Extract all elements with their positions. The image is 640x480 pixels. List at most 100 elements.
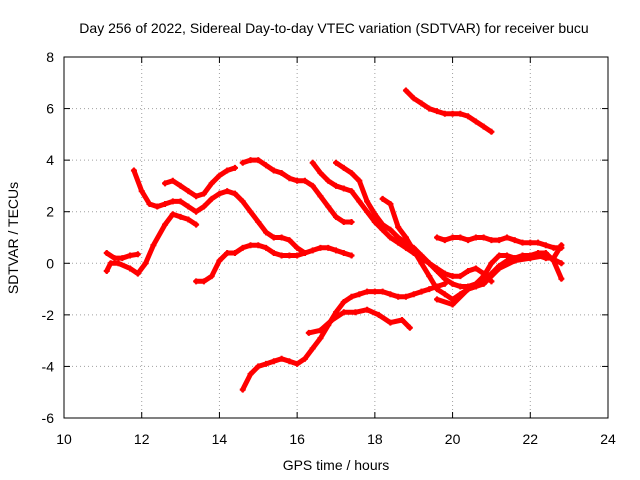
data-point: [465, 268, 472, 275]
data-point: [511, 237, 518, 244]
data-point: [333, 159, 339, 166]
series-arc-2: [103, 211, 200, 277]
series-arc-14: [434, 252, 565, 308]
data-point: [558, 260, 565, 267]
data-point: [441, 110, 448, 117]
data-point: [410, 291, 417, 298]
series-arc-4: [162, 164, 238, 200]
data-point: [527, 239, 534, 246]
data-point: [294, 252, 301, 259]
series-line: [131, 168, 308, 256]
data-point: [387, 319, 394, 326]
data-point: [511, 257, 518, 264]
data-point: [542, 242, 549, 249]
data-point: [496, 265, 503, 272]
x-tick-label: 12: [134, 431, 150, 447]
series-arc-1: [103, 249, 141, 262]
data-point: [278, 355, 285, 362]
grid: [64, 57, 608, 418]
data-point: [395, 234, 402, 241]
data-point: [348, 170, 355, 177]
data-point: [387, 234, 394, 241]
data-point: [119, 255, 126, 262]
series-line: [306, 307, 413, 336]
data-point: [278, 170, 285, 177]
data-point: [309, 159, 316, 166]
data-point: [263, 162, 270, 169]
data-point: [480, 234, 487, 241]
data-point: [193, 208, 200, 215]
data-point: [162, 180, 169, 187]
data-point: [193, 278, 200, 285]
data-point: [150, 242, 157, 249]
data-point: [352, 309, 359, 316]
data-point: [208, 195, 215, 202]
series-line: [403, 88, 494, 135]
data-point: [488, 128, 495, 135]
chart-title: Day 256 of 2022, Sidereal Day-to-day VTE…: [79, 20, 588, 36]
data-point: [216, 190, 223, 197]
x-tick-label: 14: [212, 431, 228, 447]
data-point: [317, 244, 324, 251]
data-point: [426, 105, 433, 112]
data-point: [216, 257, 223, 264]
data-point: [239, 159, 246, 166]
data-point: [169, 211, 176, 218]
data-point: [278, 252, 285, 259]
data-point: [294, 177, 301, 184]
data-point: [457, 283, 464, 290]
data-point: [294, 360, 301, 367]
data-point: [169, 198, 176, 205]
data-point: [239, 244, 246, 251]
data-point: [317, 335, 324, 342]
data-point: [317, 327, 324, 334]
data-point: [395, 239, 402, 246]
data-point: [224, 167, 231, 174]
data-point: [162, 221, 169, 228]
data-point: [348, 252, 355, 259]
data-point: [364, 198, 371, 205]
y-tick-label: 2: [46, 204, 54, 220]
data-point: [434, 108, 441, 115]
data-point: [185, 188, 192, 195]
data-point: [255, 157, 262, 164]
data-point: [449, 234, 456, 241]
data-point: [387, 200, 394, 207]
data-point: [348, 188, 355, 195]
data-point: [550, 244, 557, 251]
data-point: [231, 249, 238, 256]
data-point: [340, 298, 347, 305]
data-point: [434, 234, 441, 241]
data-point: [127, 265, 134, 272]
series-arc-7: [239, 280, 448, 393]
data-point: [177, 213, 184, 220]
data-point: [371, 211, 378, 218]
data-point: [270, 167, 277, 174]
data-point: [496, 252, 503, 259]
data-point: [286, 252, 293, 259]
data-point: [325, 177, 332, 184]
data-point: [410, 247, 417, 254]
data-point: [434, 296, 441, 303]
series-arc-9: [309, 159, 495, 285]
data-point: [418, 100, 425, 107]
data-point: [263, 360, 270, 367]
data-point: [193, 193, 200, 200]
data-point: [200, 203, 207, 210]
data-point: [387, 291, 394, 298]
data-point: [480, 280, 487, 287]
data-point: [379, 288, 386, 295]
data-point: [488, 237, 495, 244]
data-point: [480, 123, 487, 130]
data-point: [247, 242, 254, 249]
x-tick-label: 16: [289, 431, 305, 447]
data-point: [465, 286, 472, 293]
data-point: [103, 249, 110, 256]
data-point: [130, 167, 137, 174]
data-point: [247, 157, 254, 164]
data-point: [270, 249, 277, 256]
data-point: [208, 180, 215, 187]
series-arc-10: [333, 159, 565, 290]
data-point: [329, 317, 336, 324]
